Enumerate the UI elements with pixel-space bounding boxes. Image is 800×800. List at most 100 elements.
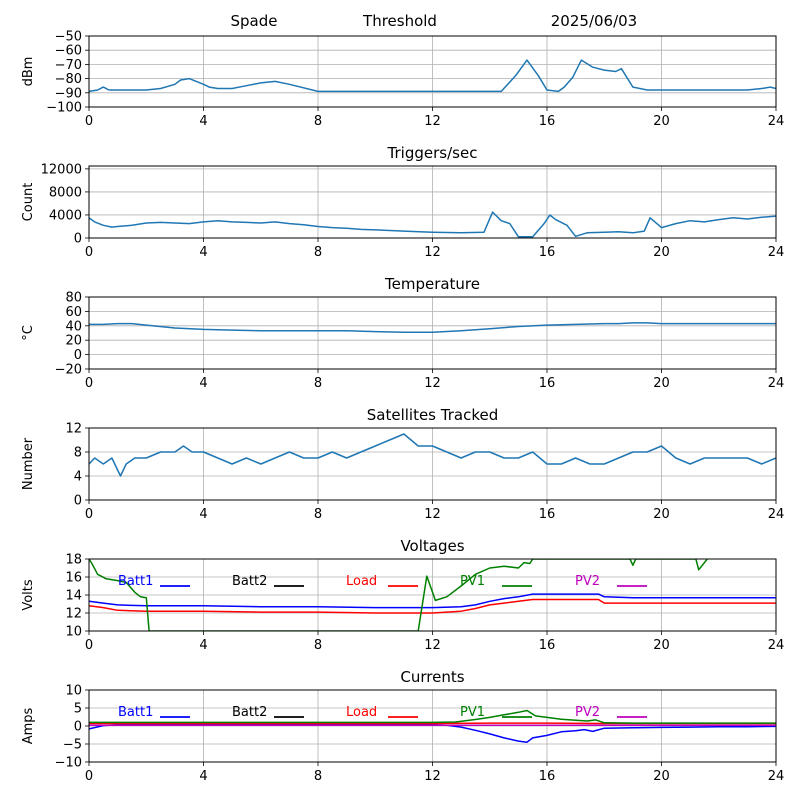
y-tick-label: −90: [55, 86, 82, 101]
series-line-batt1: [89, 593, 776, 609]
x-tick-label: 4: [199, 376, 207, 391]
y-axis-label: Volts: [21, 579, 36, 611]
x-tick-label: 16: [539, 376, 556, 391]
x-tick-label: 20: [653, 507, 670, 522]
y-tick-label: 8000: [49, 185, 82, 200]
y-tick-label: 14: [65, 589, 82, 604]
x-tick-label: 24: [768, 245, 785, 260]
x-tick-label: 20: [653, 638, 670, 653]
panel-6: 0 4 8 12 16 20 24 −10 −5 0 5 10 Currents Amps Batt1 Bat…: [21, 668, 784, 784]
x-tick-label: 20: [653, 769, 670, 784]
panel-title: Currents: [400, 668, 464, 686]
legend-label-batt1: Batt1: [118, 705, 153, 720]
x-tick-label: 16: [539, 769, 556, 784]
x-tick-label: 4: [199, 245, 207, 260]
series-line-1: [89, 211, 776, 238]
series-line-1: [89, 59, 776, 93]
x-tick-label: 4: [199, 638, 207, 653]
x-tick-label: 0: [85, 245, 93, 260]
header-left: Spade: [231, 12, 278, 30]
legend-label-batt1: Batt1: [118, 574, 153, 589]
series-line-1: [89, 322, 776, 334]
y-tick-label: 0: [74, 720, 82, 735]
panel-title: Satellites Tracked: [367, 406, 498, 424]
header-right: 2025/06/03: [551, 12, 637, 30]
y-tick-label: 40: [65, 319, 82, 334]
y-axis-label: dBm: [21, 57, 36, 87]
legend-label-pv2: PV2: [575, 705, 600, 720]
x-tick-label: 12: [424, 769, 441, 784]
x-tick-label: 4: [199, 507, 207, 522]
x-tick-label: 8: [314, 769, 322, 784]
x-tick-label: 8: [314, 114, 322, 129]
y-tick-label: 16: [65, 571, 82, 586]
legend-label-pv1: PV1: [460, 574, 485, 589]
y-tick-label: −20: [55, 363, 82, 378]
panel-4: 0 4 8 12 16 20 24 0 4 8 12 Satellites Tracked Number: [21, 406, 784, 522]
x-tick-label: 12: [424, 114, 441, 129]
y-tick-label: 0: [74, 348, 82, 363]
panel-title: Temperature: [384, 275, 480, 293]
x-tick-label: 12: [424, 638, 441, 653]
y-tick-label: 10: [65, 625, 82, 640]
y-tick-label: 80: [65, 291, 82, 306]
y-tick-label: 0: [74, 232, 82, 247]
y-tick-label: 4: [74, 470, 82, 485]
x-tick-label: 16: [539, 507, 556, 522]
x-tick-label: 24: [768, 638, 785, 653]
legend-label-batt2: Batt2: [232, 705, 267, 720]
x-tick-label: 4: [199, 114, 207, 129]
y-tick-label: 10: [65, 684, 82, 699]
y-tick-label: 12000: [41, 162, 82, 177]
y-tick-label: −10: [55, 756, 82, 771]
panel-2: 0 4 8 12 16 20 24 0 4000 8000 12000 Triggers/sec Cou…: [21, 144, 784, 260]
series-line-pv1: [89, 709, 776, 724]
x-tick-label: 16: [539, 245, 556, 260]
y-tick-label: 4000: [49, 208, 82, 223]
x-tick-label: 24: [768, 376, 785, 391]
x-tick-label: 8: [314, 376, 322, 391]
x-tick-label: 8: [314, 245, 322, 260]
y-tick-label: −100: [46, 101, 82, 116]
y-tick-label: 5: [74, 702, 82, 717]
y-tick-label: −5: [63, 738, 82, 753]
y-tick-label: 12: [65, 607, 82, 622]
y-tick-label: −60: [55, 44, 82, 59]
y-tick-label: 60: [65, 305, 82, 320]
x-tick-label: 12: [424, 376, 441, 391]
y-tick-label: 12: [65, 422, 82, 437]
y-tick-label: 20: [65, 334, 82, 349]
legend-label-pv1: PV1: [460, 705, 485, 720]
x-tick-label: 20: [653, 376, 670, 391]
y-axis-label: Amps: [21, 707, 36, 744]
panel-title: Voltages: [400, 537, 464, 555]
x-tick-label: 0: [85, 769, 93, 784]
y-tick-label: −50: [55, 30, 82, 45]
x-tick-label: 4: [199, 769, 207, 784]
series-line-1: [89, 433, 776, 477]
y-axis-label: Number: [21, 437, 36, 490]
y-tick-label: 8: [74, 446, 82, 461]
x-tick-label: 0: [85, 114, 93, 129]
x-tick-label: 12: [424, 507, 441, 522]
legend-label-batt2: Batt2: [232, 574, 267, 589]
y-tick-label: 0: [74, 494, 82, 509]
header-center: Threshold: [362, 12, 437, 30]
x-tick-label: 16: [539, 114, 556, 129]
x-tick-label: 8: [314, 507, 322, 522]
x-tick-label: 20: [653, 114, 670, 129]
y-axis-label: Count: [21, 183, 36, 222]
x-tick-label: 24: [768, 507, 785, 522]
y-tick-label: 18: [65, 553, 82, 568]
y-tick-label: −70: [55, 58, 82, 73]
series-line-pv1: [89, 559, 708, 631]
x-tick-label: 12: [424, 245, 441, 260]
x-tick-label: 24: [768, 769, 785, 784]
y-axis-label: °C: [21, 325, 36, 341]
x-tick-label: 16: [539, 638, 556, 653]
x-tick-label: 20: [653, 245, 670, 260]
